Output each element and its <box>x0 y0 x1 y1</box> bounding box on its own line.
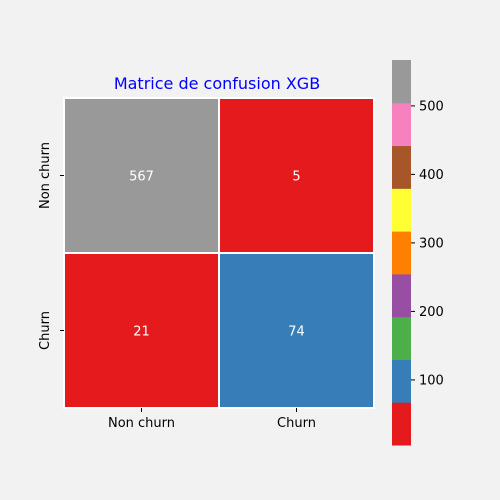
heatmap-cells <box>63 97 375 409</box>
colorbar-segment <box>392 102 411 147</box>
colorbar-tick-label: 200 <box>419 305 444 320</box>
colorbar-segment <box>392 231 411 275</box>
cell-value-label: 567 <box>129 170 154 185</box>
y-axis: Non churn Churn <box>38 142 64 350</box>
heatmap-cell <box>218 252 375 409</box>
colorbar-segment <box>392 188 411 232</box>
y-tick-label: Non churn <box>38 142 53 209</box>
colorbar-segment <box>392 60 411 104</box>
colorbar-tick-label: 300 <box>419 236 444 251</box>
heatmap-annotations: 567 5 21 74 <box>129 170 305 340</box>
colorbar-segment <box>392 402 411 446</box>
x-tick-label: Non churn <box>108 416 175 431</box>
heatmap-cell <box>63 97 220 254</box>
colorbar-tick-label: 400 <box>419 168 444 183</box>
colorbar-segment <box>392 273 411 318</box>
cell-value-label: 21 <box>133 325 150 340</box>
colorbar-segment <box>392 359 411 403</box>
cell-value-label: 74 <box>288 325 305 340</box>
x-axis: Non churn Churn <box>108 408 316 431</box>
y-tick-label: Churn <box>38 311 53 350</box>
colorbar-tick-label: 500 <box>419 99 444 114</box>
colorbar-segment <box>392 145 411 189</box>
cell-value-label: 5 <box>292 170 300 185</box>
heatmap-cell <box>218 97 375 254</box>
colorbar: 100 200 300 400 500 <box>392 60 444 446</box>
x-tick-label: Churn <box>277 416 316 431</box>
colorbar-tick-label: 100 <box>419 373 444 388</box>
chart-title: Matrice de confusion XGB <box>114 74 320 93</box>
colorbar-segment <box>392 316 411 360</box>
heatmap-cell <box>63 252 220 409</box>
